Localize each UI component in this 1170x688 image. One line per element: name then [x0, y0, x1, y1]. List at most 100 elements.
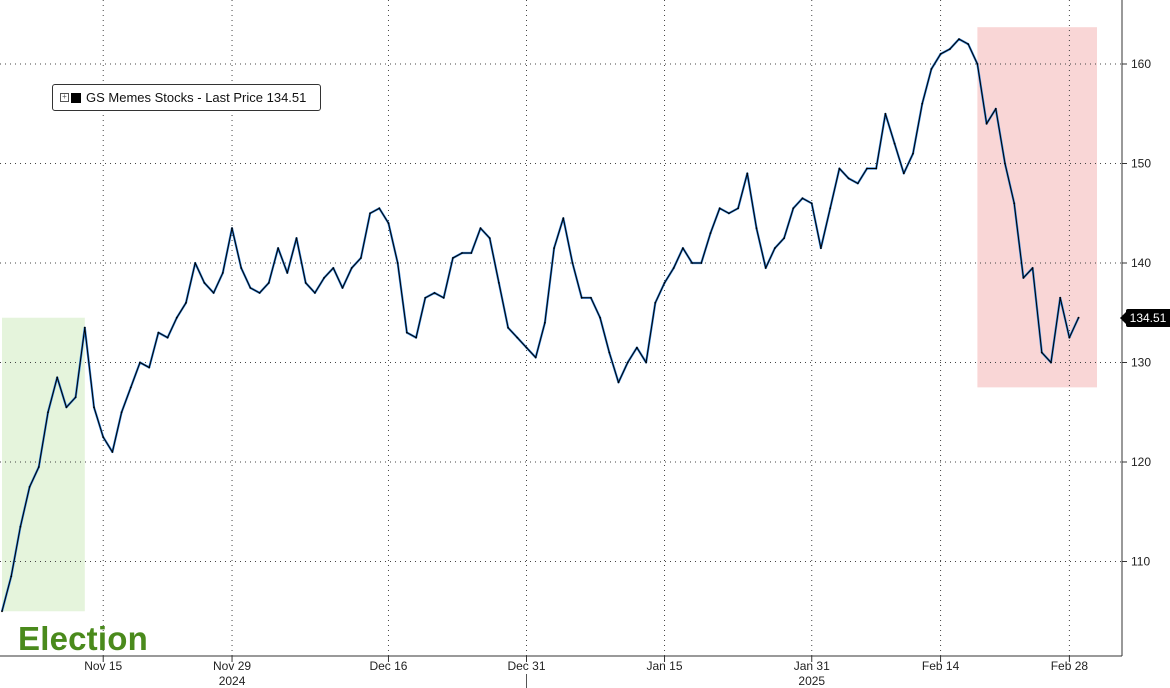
data-point [976, 63, 979, 65]
data-point [1, 610, 3, 613]
data-point [902, 172, 905, 175]
data-point [626, 361, 629, 364]
data-point [1050, 361, 1052, 364]
data-point [912, 152, 914, 155]
data-point [590, 296, 592, 299]
data-point [672, 267, 675, 269]
data-point [74, 396, 77, 399]
data-point [387, 222, 390, 225]
data-point [1013, 202, 1016, 205]
data-point [442, 296, 445, 299]
data-point [249, 287, 252, 289]
data-point [194, 262, 197, 264]
data-point [47, 411, 49, 414]
legend-swatch [71, 92, 81, 103]
data-point [415, 336, 417, 339]
data-point [728, 212, 730, 215]
data-point [737, 207, 739, 210]
data-point [369, 212, 371, 215]
data-point [810, 202, 813, 205]
data-point [617, 381, 620, 384]
data-point [461, 252, 463, 254]
data-point [221, 272, 224, 274]
x-tick-label-nov-15: Nov 15 [84, 659, 122, 673]
data-point [139, 361, 141, 364]
series-line [1, 38, 1080, 612]
data-point [553, 247, 555, 250]
y-tick-label-160: 160 [1131, 57, 1151, 71]
data-point [691, 262, 693, 264]
data-point [608, 351, 611, 354]
data-point [314, 292, 316, 294]
data-point [93, 406, 95, 409]
data-point [424, 296, 427, 299]
year-label-2025: 2025 [798, 674, 825, 688]
data-point [967, 43, 970, 45]
data-point [56, 376, 59, 379]
data-point [452, 257, 454, 259]
data-point [19, 525, 22, 528]
data-point [792, 207, 795, 210]
data-point [764, 267, 767, 269]
data-point [783, 237, 785, 240]
x-tick-label-dec-16: Dec 16 [369, 659, 407, 673]
data-point [488, 237, 491, 240]
data-point [231, 227, 233, 230]
last-price-badge: 134.51 [1120, 309, 1170, 327]
data-point [378, 207, 381, 210]
data-point [267, 282, 270, 284]
data-point [516, 336, 519, 339]
data-point [921, 102, 924, 105]
data-point [774, 247, 776, 250]
data-point [829, 207, 832, 210]
data-point [1031, 267, 1034, 269]
data-point [507, 326, 509, 329]
data-point [286, 272, 289, 274]
data-point [1004, 162, 1006, 165]
data-point [884, 112, 887, 115]
legend-expand-icon[interactable]: + [60, 93, 69, 102]
data-point [948, 48, 951, 50]
data-point [958, 38, 960, 40]
data-point [636, 346, 638, 349]
data-point [277, 247, 279, 250]
x-tick-label-dec-31: Dec 31 [507, 659, 545, 673]
series-line-blue [0, 38, 1080, 612]
data-point [847, 177, 850, 180]
data-point [166, 336, 169, 339]
data-point [148, 366, 151, 369]
data-point [323, 277, 325, 279]
data-point [654, 301, 657, 304]
data-point [1059, 296, 1062, 299]
data-point [240, 267, 243, 269]
data-point [709, 232, 712, 235]
data-point [37, 466, 40, 468]
data-point [185, 301, 187, 304]
data-point [120, 411, 123, 414]
data-point [83, 326, 86, 329]
data-point [580, 296, 583, 299]
data-point [856, 182, 859, 185]
y-tick-label-140: 140 [1131, 256, 1151, 270]
data-point [893, 142, 896, 145]
data-point [820, 247, 822, 250]
data-point [102, 436, 105, 438]
shaded-region-election [2, 317, 85, 612]
data-point [1068, 336, 1071, 339]
data-point [10, 575, 13, 578]
data-point [175, 316, 178, 319]
data-point [866, 167, 868, 170]
data-point [212, 292, 215, 294]
data-point [838, 167, 841, 170]
data-point [406, 331, 408, 334]
data-point [562, 217, 565, 220]
data-point [479, 227, 482, 230]
data-point [930, 68, 933, 70]
data-point [544, 321, 546, 324]
data-point [65, 406, 68, 409]
data-point [755, 227, 758, 230]
data-point [525, 346, 528, 349]
y-tick-label-120: 120 [1131, 455, 1151, 469]
data-point [28, 486, 31, 488]
data-point [295, 237, 298, 240]
